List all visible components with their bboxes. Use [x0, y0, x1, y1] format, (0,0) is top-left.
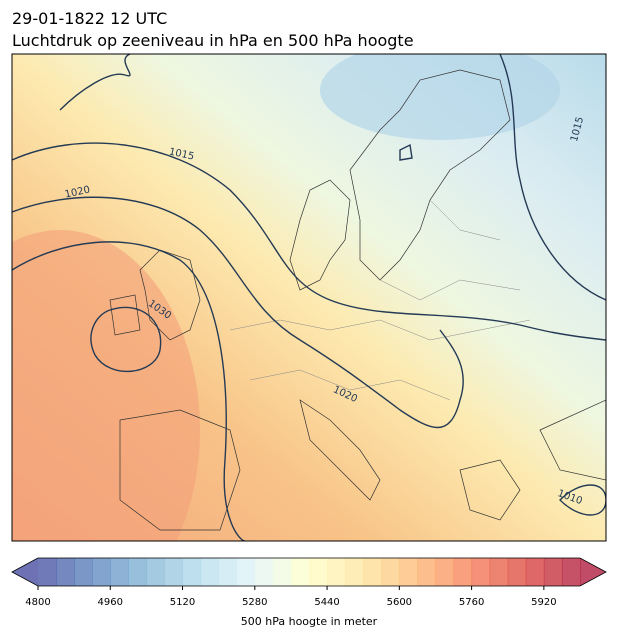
colorbar-cell [56, 558, 75, 586]
colorbar-tick-label: 5600 [387, 597, 412, 608]
height-field [12, 230, 200, 541]
colorbar-cell [272, 558, 292, 586]
colorbar-extend [12, 558, 38, 586]
colorbar-cell [92, 558, 111, 586]
colorbar-cell [543, 558, 563, 586]
colorbar-cell [254, 558, 274, 586]
colorbar-cell [218, 558, 238, 586]
colorbar-cell [327, 558, 346, 586]
map-title: 29-01-1822 12 UTC [12, 9, 167, 28]
isobar-label: 1020 [64, 185, 91, 201]
colorbar-cell [110, 558, 129, 586]
isobar [399, 143, 606, 516]
colorbar-cell [38, 558, 57, 586]
colorbar-tick-label: 5120 [170, 597, 195, 608]
isobar [12, 196, 464, 429]
map [12, 54, 606, 541]
colorbar-cell [236, 558, 256, 586]
colorbar-cell [200, 558, 220, 586]
colorbar-extend [580, 558, 606, 586]
colorbar-cell [381, 558, 400, 586]
colorbar-frame [11, 557, 607, 587]
colorbar-tick-label: 4960 [98, 597, 123, 608]
colorbar-cell [399, 558, 418, 586]
colorbar-cell [489, 558, 509, 586]
map-frame [11, 53, 607, 542]
colorbar-cell [309, 558, 328, 586]
isobar-label: 1015 [168, 147, 195, 163]
colorbar-tick-label: 4800 [25, 597, 50, 608]
colorbar-cell [164, 558, 184, 586]
colorbar-cell [471, 558, 491, 586]
colorbar-tick-label: 5760 [459, 597, 484, 608]
colorbar-cell [525, 558, 545, 586]
colorbar-cell [345, 558, 364, 586]
colorbar-cell [561, 558, 581, 586]
map-subtitle: Luchtdruk op zeeniveau in hPa en 500 hPa… [12, 31, 414, 50]
isobar [59, 54, 606, 301]
colorbar-tick-label: 5440 [314, 597, 339, 608]
isobar [12, 241, 246, 541]
colorbar-cell [182, 558, 202, 586]
colorbar-tick-label: 5920 [531, 597, 556, 608]
colorbar-cell [128, 558, 147, 586]
isobar [12, 142, 606, 341]
colorbar-cell [417, 558, 436, 586]
colorbar-cell [507, 558, 527, 586]
colorbar-cell [453, 558, 473, 586]
colorbar-cell [146, 558, 165, 586]
isobar [90, 306, 162, 372]
colorbar-cell [363, 558, 382, 586]
colorbar-tick-label: 5280 [242, 597, 267, 608]
coastline [109, 69, 606, 531]
colorbar-cell [74, 558, 93, 586]
country-border [229, 199, 531, 401]
height-field [320, 54, 560, 140]
colorbar-cell [435, 558, 455, 586]
colorbar-label: 500 hPa hoogte in meter [241, 615, 378, 628]
colorbar-cell [290, 558, 310, 586]
